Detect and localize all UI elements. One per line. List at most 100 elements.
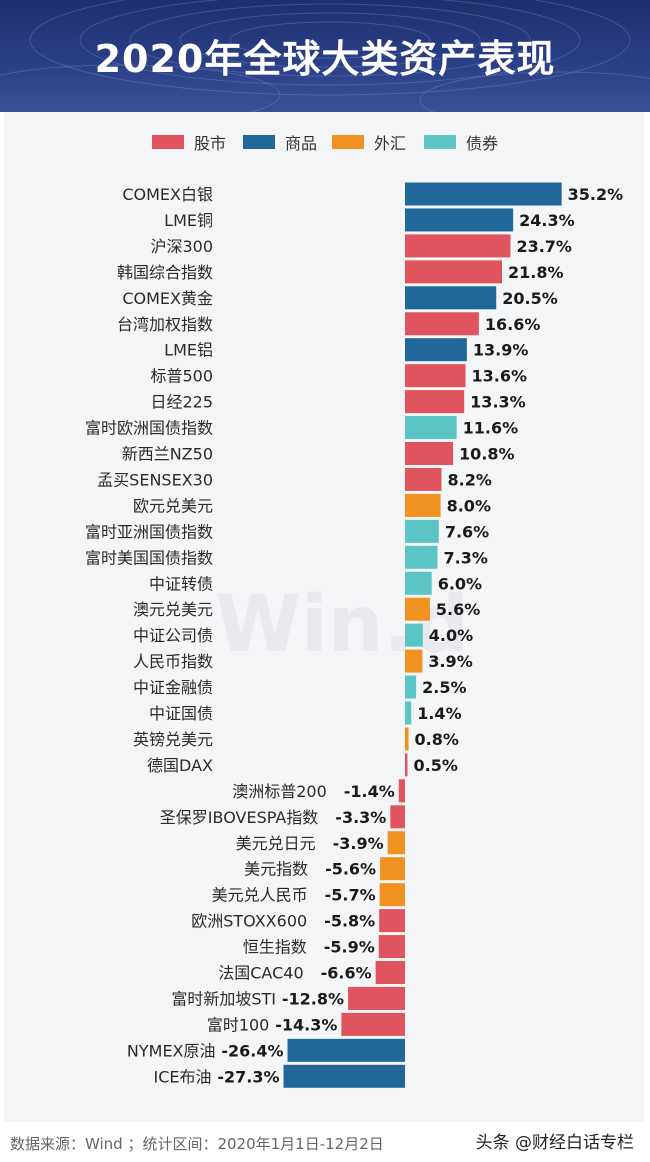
- bar: [378, 935, 405, 959]
- bar: [379, 883, 405, 907]
- category-label: 富时美国国债指数: [85, 548, 213, 567]
- bar: [283, 1064, 405, 1088]
- data-label: 24.3%: [519, 211, 575, 230]
- category-label: 新西兰NZ50: [122, 445, 213, 464]
- bar: [380, 857, 405, 881]
- data-label: -3.9%: [333, 834, 384, 853]
- bar: [405, 649, 423, 673]
- bar: [405, 182, 562, 206]
- bar: [405, 338, 467, 362]
- category-label: 中证转债: [149, 574, 213, 593]
- category-label: 中证金融债: [133, 678, 213, 697]
- category-label: 恒生指数: [243, 938, 307, 957]
- data-label: 11.6%: [463, 419, 519, 438]
- data-label: 13.6%: [472, 367, 528, 386]
- data-label: 2.5%: [422, 678, 466, 697]
- category-label: 圣保罗IBOVESPA指数: [160, 808, 319, 827]
- category-label: 日经225: [150, 393, 213, 412]
- data-label: 4.0%: [429, 626, 473, 645]
- data-label: -12.8%: [282, 989, 344, 1008]
- data-label: 8.0%: [447, 496, 491, 515]
- category-label: 法国CAC40: [218, 964, 303, 983]
- category-label: LME铜: [164, 211, 213, 230]
- bar: [375, 961, 405, 984]
- legend-label-forex: 外汇: [374, 134, 407, 153]
- data-label: -26.4%: [221, 1041, 283, 1060]
- category-label: 韩国综合指数: [117, 263, 213, 282]
- legend-item-bond: 债券: [424, 130, 498, 154]
- bar: [348, 986, 405, 1010]
- data-source-note: 数据来源：Wind ；统计区间：2020年1月1日-12月2日: [10, 1135, 384, 1153]
- data-label: 0.5%: [414, 756, 458, 775]
- data-label: 35.2%: [568, 185, 624, 204]
- data-label: 23.7%: [516, 237, 572, 256]
- data-label: 7.6%: [445, 522, 489, 541]
- category-label: 标普500: [150, 367, 213, 386]
- data-label: -3.3%: [335, 808, 386, 827]
- bar: [405, 416, 457, 440]
- category-label: 澳洲标普200: [232, 782, 327, 801]
- bar: [405, 286, 497, 310]
- data-label: 20.5%: [502, 289, 558, 308]
- bar: [379, 909, 405, 933]
- data-label: 16.6%: [485, 315, 541, 334]
- data-label: 5.6%: [436, 600, 480, 619]
- bar: [405, 312, 479, 336]
- bar: [387, 831, 405, 855]
- data-label: 7.3%: [443, 548, 487, 567]
- category-label: 澳元兑美元: [133, 600, 213, 619]
- bar: [405, 493, 441, 517]
- bar: [405, 467, 442, 491]
- bar: [405, 727, 409, 751]
- bar: [405, 364, 466, 388]
- bar: [405, 442, 454, 465]
- data-label: -5.9%: [324, 938, 375, 957]
- data-label: -27.3%: [217, 1067, 279, 1086]
- bar: [398, 779, 405, 803]
- bar: [405, 701, 412, 725]
- data-label: 21.8%: [508, 263, 564, 282]
- data-label: -5.8%: [324, 912, 375, 931]
- category-label: 欧元兑美元: [133, 496, 213, 515]
- title-banner: 2020年全球大类资产表现: [0, 0, 650, 112]
- legend-item-commodity: 商品: [243, 130, 317, 154]
- page-title: 2020年全球大类资产表现: [94, 37, 556, 81]
- bar: [405, 208, 514, 232]
- category-label: 美元兑人民币: [212, 886, 308, 905]
- category-label: NYMEX原油: [127, 1041, 216, 1060]
- bar: [405, 623, 423, 647]
- category-label: COMEX黄金: [122, 289, 213, 308]
- category-label: 富时100: [207, 1015, 270, 1034]
- data-label: -1.4%: [344, 782, 395, 801]
- category-label: 德国DAX: [147, 756, 213, 775]
- data-label: 10.8%: [459, 445, 515, 464]
- data-label: -14.3%: [275, 1015, 337, 1034]
- category-label: LME铝: [164, 341, 213, 360]
- category-label: 中证国债: [149, 704, 213, 723]
- legend-label-commodity: 商品: [285, 134, 318, 153]
- category-label: 富时新加坡STI: [171, 989, 276, 1008]
- category-label: 美元指数: [244, 860, 308, 879]
- legend-swatch-bond: [424, 135, 456, 149]
- bar: [405, 597, 430, 621]
- bar: [405, 545, 438, 569]
- data-label: -5.6%: [325, 860, 376, 879]
- category-label: 美元兑日元: [236, 834, 316, 853]
- bar: [390, 805, 405, 829]
- legend-item-stock: 股市: [152, 130, 226, 154]
- banner-contour-pattern: [0, 0, 650, 112]
- category-label: 人民币指数: [133, 652, 213, 671]
- bar: [405, 519, 439, 543]
- legend-swatch-commodity: [243, 135, 275, 149]
- watermark: Win.d: [215, 580, 469, 670]
- legend-label-bond: 债券: [466, 134, 499, 153]
- data-label: 8.2%: [447, 470, 491, 489]
- data-label: 0.8%: [415, 730, 459, 749]
- category-label: 孟买SENSEX30: [97, 470, 213, 489]
- category-label: 富时欧洲国债指数: [85, 419, 213, 438]
- category-label: 英镑兑美元: [133, 730, 213, 749]
- category-label: COMEX白银: [122, 185, 213, 204]
- data-label: -5.7%: [325, 886, 376, 905]
- data-label: 3.9%: [428, 652, 472, 671]
- data-label: 13.9%: [473, 341, 529, 360]
